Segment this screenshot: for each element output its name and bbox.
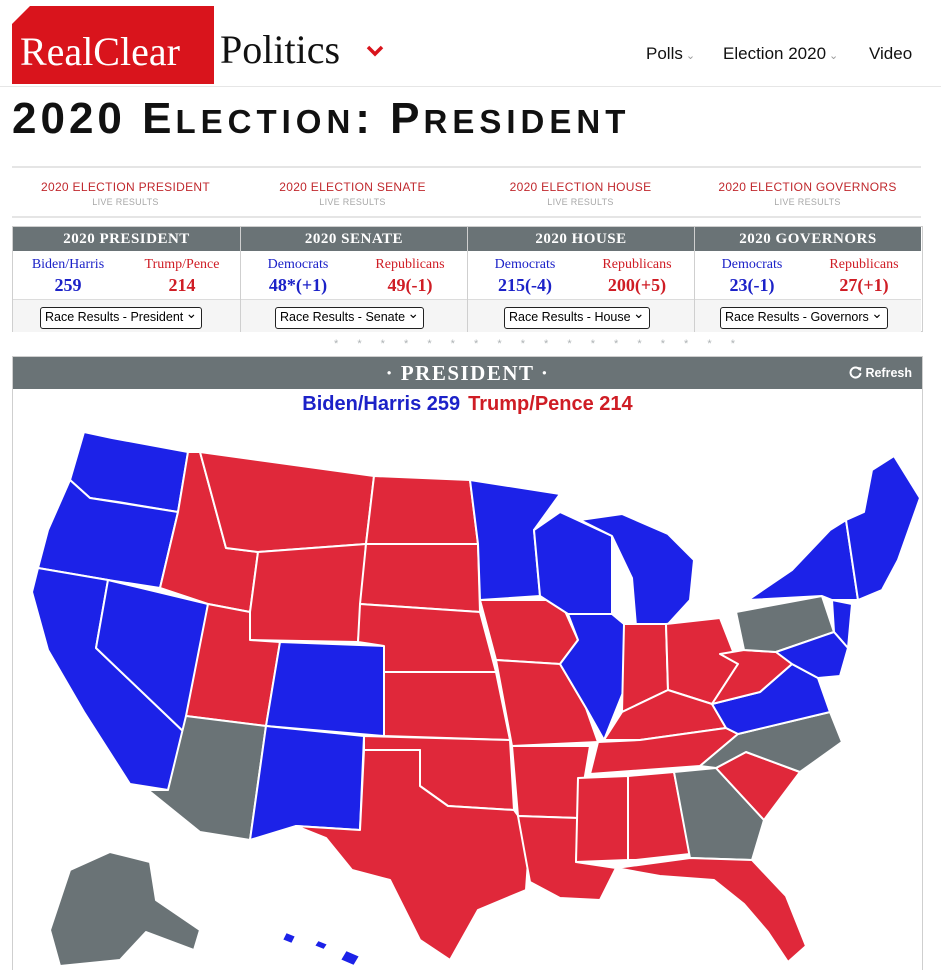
state-mi[interactable]: [579, 513, 695, 627]
rep-label: Trump/Pence: [144, 257, 220, 272]
rep-label: Republicans: [829, 257, 899, 272]
state-wy[interactable]: [249, 543, 367, 643]
dem-value: 23(-1): [729, 275, 775, 295]
results-summary: 2020 PRESIDENT Biden/Harris 259 Trump/Pe…: [12, 226, 923, 332]
state-fl[interactable]: [615, 857, 807, 963]
live-link-house[interactable]: 2020 ELECTION HOUSE LIVE RESULTS: [509, 180, 652, 207]
state-nm[interactable]: [249, 725, 365, 841]
summary-house: 2020 HOUSE Democrats 215(-4) Republicans…: [467, 227, 694, 332]
state-al[interactable]: [627, 771, 691, 861]
race-results-select-senate[interactable]: Race Results - Senate: [275, 304, 425, 329]
dem-label: Biden/Harris: [31, 257, 105, 272]
dem-value: 215(-4): [498, 275, 552, 295]
president-map-panel: · PRESIDENT · Refresh Biden/Harris 259 Tr…: [12, 356, 923, 970]
state-mo[interactable]: [495, 659, 599, 747]
state-md[interactable]: [775, 631, 849, 679]
summary-president: 2020 PRESIDENT Biden/Harris 259 Trump/Pe…: [13, 227, 240, 332]
summary-header: 2020 HOUSE: [468, 227, 694, 251]
dem-value: 48*(+1): [268, 275, 328, 295]
race-results-select-governors[interactable]: Race Results - Governors: [720, 304, 888, 329]
summary-header: 2020 GOVERNORS: [695, 227, 921, 251]
us-electoral-map[interactable]: [12, 410, 921, 969]
refresh-icon: [850, 366, 862, 379]
state-ms[interactable]: [575, 775, 629, 863]
summary-header: 2020 SENATE: [241, 227, 467, 251]
state-ny[interactable]: [747, 519, 859, 601]
summary-senate: 2020 SENATE Democrats 48*(+1) Republican…: [240, 227, 467, 332]
rep-value: 27(+1): [839, 275, 889, 295]
summary-governors: 2020 GOVERNORS Democrats 23(-1) Republic…: [694, 227, 921, 332]
site-header: RealClear Politics Polls ⌄ Election 2020 ⌄…: [0, 0, 941, 87]
dem-label: Democrats: [721, 257, 783, 272]
map-panel-header: · PRESIDENT · Refresh: [13, 357, 922, 389]
dem-value: 259: [54, 275, 82, 295]
electoral-tally: Biden/Harris 259 Trump/Pence 214: [13, 393, 922, 416]
rep-label: Republicans: [602, 257, 672, 272]
rep-tally: Trump/Pence 214: [468, 393, 633, 415]
chevron-down-icon: ⌄: [685, 50, 696, 62]
nav-video[interactable]: Video: [869, 44, 913, 63]
summary-header: 2020 PRESIDENT: [13, 227, 240, 251]
dem-label: Democrats: [267, 257, 329, 272]
state-ga[interactable]: [673, 767, 765, 861]
state-or[interactable]: [37, 479, 179, 589]
nav-election-2020[interactable]: Election 2020 ⌄: [723, 44, 839, 63]
state-hi[interactable]: [281, 931, 361, 967]
rep-value: 214: [168, 275, 196, 295]
logo-text-politics[interactable]: Politics: [220, 27, 341, 72]
state-nd[interactable]: [365, 475, 479, 545]
state-tx[interactable]: [295, 749, 531, 961]
dem-label: Democrats: [494, 257, 556, 272]
rep-label: Republicans: [375, 257, 445, 272]
chevron-down-icon: ⌄: [829, 50, 839, 62]
live-link-governors[interactable]: 2020 ELECTION GOVERNORS LIVE RESULTS: [718, 180, 897, 207]
race-results-select-president[interactable]: Race Results - President: [40, 304, 203, 329]
logo-text-realclear: RealClear: [20, 29, 180, 74]
rep-value: 49(-1): [387, 275, 433, 295]
state-ks[interactable]: [383, 671, 511, 741]
state-ak[interactable]: [49, 851, 201, 967]
state-mt[interactable]: [199, 451, 375, 553]
live-results-bar: 2020 ELECTION PRESIDENT LIVE RESULTS 2020…: [12, 166, 921, 218]
dem-tally: Biden/Harris 259: [302, 393, 461, 415]
state-new-england[interactable]: [845, 455, 921, 601]
live-link-senate[interactable]: 2020 ELECTION SENATE LIVE RESULTS: [279, 180, 426, 207]
logo[interactable]: RealClear: [12, 6, 214, 84]
race-results-select-house[interactable]: Race Results - House: [504, 304, 650, 329]
chevron-down-icon[interactable]: [366, 44, 384, 58]
refresh-button[interactable]: Refresh: [849, 366, 912, 380]
live-link-president[interactable]: 2020 ELECTION PRESIDENT LIVE RESULTS: [41, 180, 210, 207]
divider-dots: * * * * * * * * * * * * * * * * * *: [334, 338, 744, 350]
state-co[interactable]: [265, 641, 385, 737]
rep-value: 200(+5): [607, 275, 667, 295]
state-sd[interactable]: [359, 543, 481, 613]
map-panel-title: · PRESIDENT ·: [385, 361, 550, 385]
page-title: 2020 ELECTION: PRESIDENT: [12, 94, 631, 143]
nav-polls[interactable]: Polls ⌄: [646, 44, 696, 63]
